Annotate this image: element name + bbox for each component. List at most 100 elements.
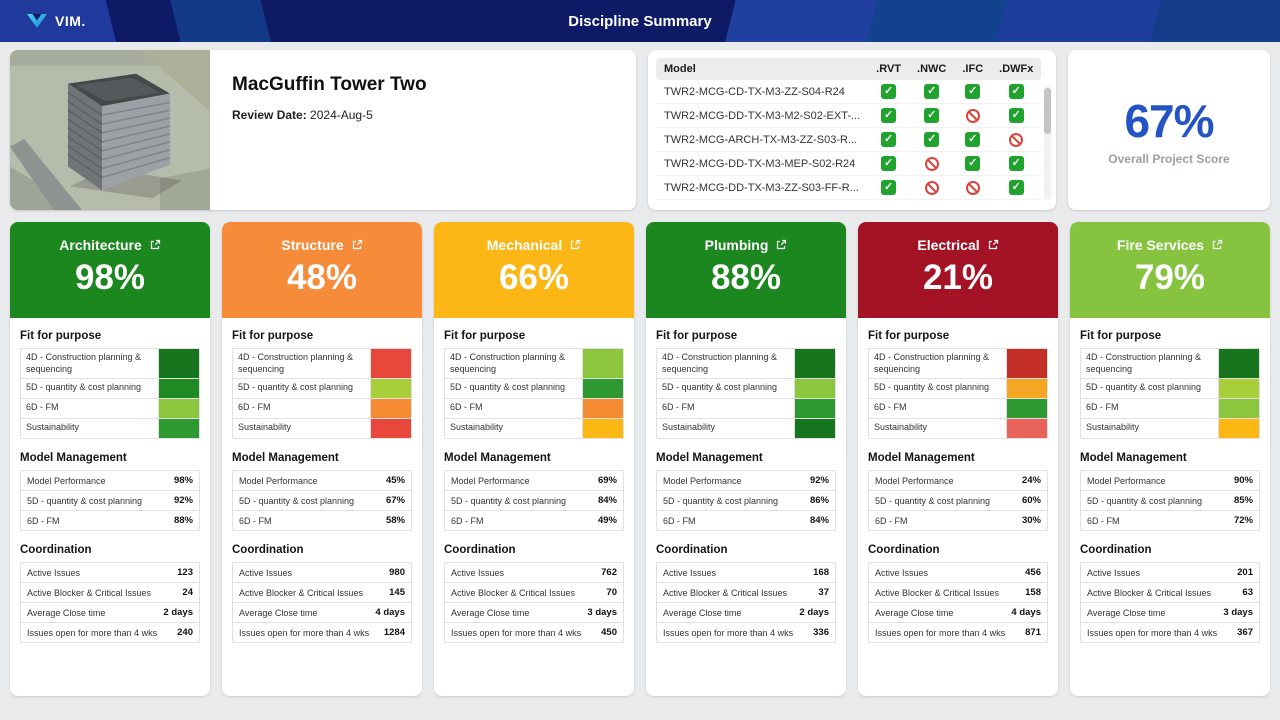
score-color-cell xyxy=(1007,349,1047,379)
external-link-icon[interactable] xyxy=(569,239,581,251)
discipline-card-architecture: Architecture 98% Fit for purpose 4D - Co… xyxy=(10,222,210,696)
status-icon xyxy=(965,156,981,171)
score-color-cell xyxy=(159,379,199,399)
section-title-model-management: Model Management xyxy=(1080,452,1187,465)
section-title-fit: Fit for purpose xyxy=(232,330,314,342)
section-title-coordination: Coordination xyxy=(444,544,516,557)
list-item: 6D - FM 58% xyxy=(233,511,411,532)
list-item: 5D - quantity & cost planning 92% xyxy=(21,491,199,512)
discipline-score: 88% xyxy=(710,258,782,297)
status-icon xyxy=(881,180,897,195)
status-icon xyxy=(924,108,940,123)
overall-score-card: 67% Overall Project Score xyxy=(1068,50,1270,210)
list-item: Active Issues 980 xyxy=(233,563,411,584)
coordination-table: Active Issues 123 Active Blocker & Critic… xyxy=(20,562,200,644)
discipline-header: Architecture 98% xyxy=(10,222,210,318)
section-title-model-management: Model Management xyxy=(232,452,339,465)
score-color-cell xyxy=(1219,379,1259,399)
project-card: MacGuffin Tower Two Review Date: 2024-Au… xyxy=(10,50,636,210)
status-icon xyxy=(1008,180,1024,195)
status-icon xyxy=(924,180,939,195)
model-name: TWR2-MCG-DD-TX-M3-ZZ-S03-FF-R... xyxy=(656,175,869,200)
fit-row: 5D - quantity & cost planning xyxy=(233,379,411,400)
status-icon xyxy=(924,132,940,147)
external-link-icon[interactable] xyxy=(351,239,363,251)
fit-row: 4D - Construction planning & sequencing xyxy=(657,349,835,380)
models-table: Model .RVT .NWC .IFC .DWFx TWR2-MCG-CD-T… xyxy=(656,58,1042,200)
model-management-table: Model Performance 24% 5D - quantity & cos… xyxy=(868,470,1048,532)
coordination-table: Active Issues 201 Active Blocker & Critic… xyxy=(1080,562,1260,644)
section-title-fit: Fit for purpose xyxy=(444,330,526,342)
list-item: Active Issues 123 xyxy=(21,563,199,584)
score-color-cell xyxy=(1219,419,1259,439)
model-management-table: Model Performance 98% 5D - quantity & cos… xyxy=(20,470,200,532)
section-title-fit: Fit for purpose xyxy=(1080,330,1162,342)
list-item: Active Issues 762 xyxy=(445,563,623,584)
score-color-cell xyxy=(795,399,835,419)
fit-row: Sustainability xyxy=(21,419,199,440)
coordination-table: Active Issues 168 Active Blocker & Critic… xyxy=(656,562,836,644)
list-item: Active Blocker & Critical Issues 145 xyxy=(233,583,411,604)
fit-row: 4D - Construction planning & sequencing xyxy=(445,349,623,380)
discipline-card-electrical: Electrical 21% Fit for purpose 4D - Cons… xyxy=(858,222,1058,696)
fit-for-purpose-table: 4D - Construction planning & sequencing … xyxy=(1080,348,1260,440)
scrollbar-thumb[interactable] xyxy=(1044,88,1051,134)
fit-row: 6D - FM xyxy=(1081,399,1259,420)
discipline-header: Plumbing 88% xyxy=(646,222,846,318)
fit-row: 4D - Construction planning & sequencing xyxy=(233,349,411,380)
status-icon xyxy=(924,84,940,99)
list-item: 5D - quantity & cost planning 60% xyxy=(869,491,1047,512)
section-title-fit: Fit for purpose xyxy=(20,330,102,342)
fit-row: Sustainability xyxy=(445,419,623,440)
external-link-icon[interactable] xyxy=(987,239,999,251)
score-color-cell xyxy=(1007,419,1047,439)
score-color-cell xyxy=(159,399,199,419)
list-item: Issues open for more than 4 wks 367 xyxy=(1081,623,1259,644)
score-color-cell xyxy=(371,419,411,439)
model-management-table: Model Performance 69% 5D - quantity & cos… xyxy=(444,470,624,532)
fit-row: 4D - Construction planning & sequencing xyxy=(21,349,199,380)
status-icon xyxy=(965,180,980,195)
fit-for-purpose-table: 4D - Construction planning & sequencing … xyxy=(868,348,1048,440)
list-item: 6D - FM 49% xyxy=(445,511,623,532)
external-link-icon[interactable] xyxy=(1211,239,1223,251)
list-item: Issues open for more than 4 wks 450 xyxy=(445,623,623,644)
fit-row: 6D - FM xyxy=(21,399,199,420)
list-item: 6D - FM 72% xyxy=(1081,511,1259,532)
status-icon xyxy=(881,84,897,99)
fit-for-purpose-table: 4D - Construction planning & sequencing … xyxy=(656,348,836,440)
table-row: TWR2-MCG-ARCH-TX-M3-ZZ-S03-R... xyxy=(656,127,1042,152)
discipline-grid: Architecture 98% Fit for purpose 4D - Co… xyxy=(0,210,1280,696)
section-title-coordination: Coordination xyxy=(20,544,92,557)
model-management-table: Model Performance 45% 5D - quantity & cos… xyxy=(232,470,412,532)
status-icon xyxy=(881,132,897,147)
coordination-table: Active Issues 980 Active Blocker & Critic… xyxy=(232,562,412,644)
model-management-table: Model Performance 92% 5D - quantity & cos… xyxy=(656,470,836,532)
list-item: Active Blocker & Critical Issues 70 xyxy=(445,583,623,604)
section-title-coordination: Coordination xyxy=(232,544,304,557)
model-name: TWR2-MCG-DD-TX-M3-MEP-S02-R24 xyxy=(656,151,869,176)
status-icon xyxy=(881,156,897,171)
external-link-icon[interactable] xyxy=(149,239,161,251)
list-item: Model Performance 69% xyxy=(445,471,623,492)
review-date: Review Date: 2024-Aug-5 xyxy=(232,108,373,122)
discipline-score: 79% xyxy=(1134,258,1206,297)
scrollbar-track[interactable] xyxy=(1044,86,1051,200)
list-item: Active Issues 168 xyxy=(657,563,835,584)
discipline-header: Mechanical 66% xyxy=(434,222,634,318)
fit-row: 6D - FM xyxy=(657,399,835,420)
external-link-icon[interactable] xyxy=(775,239,787,251)
list-item: Active Blocker & Critical Issues 63 xyxy=(1081,583,1259,604)
fit-row: Sustainability xyxy=(233,419,411,440)
status-icon xyxy=(881,108,897,123)
building-thumbnail xyxy=(10,50,210,210)
table-row: TWR2-MCG-DD-TX-M3-M2-S02-EXT-... xyxy=(656,103,1042,128)
discipline-title: Electrical xyxy=(917,237,980,253)
table-row: TWR2-MCG-DD-TX-M3-MEP-S02-R24 xyxy=(656,151,1042,176)
list-item: Average Close time 4 days xyxy=(869,603,1047,624)
discipline-card-structure: Structure 48% Fit for purpose 4D - Const… xyxy=(222,222,422,696)
list-item: Issues open for more than 4 wks 336 xyxy=(657,623,835,644)
fit-for-purpose-table: 4D - Construction planning & sequencing … xyxy=(20,348,200,440)
list-item: Active Blocker & Critical Issues 158 xyxy=(869,583,1047,604)
overall-score-label: Overall Project Score xyxy=(1108,152,1230,166)
